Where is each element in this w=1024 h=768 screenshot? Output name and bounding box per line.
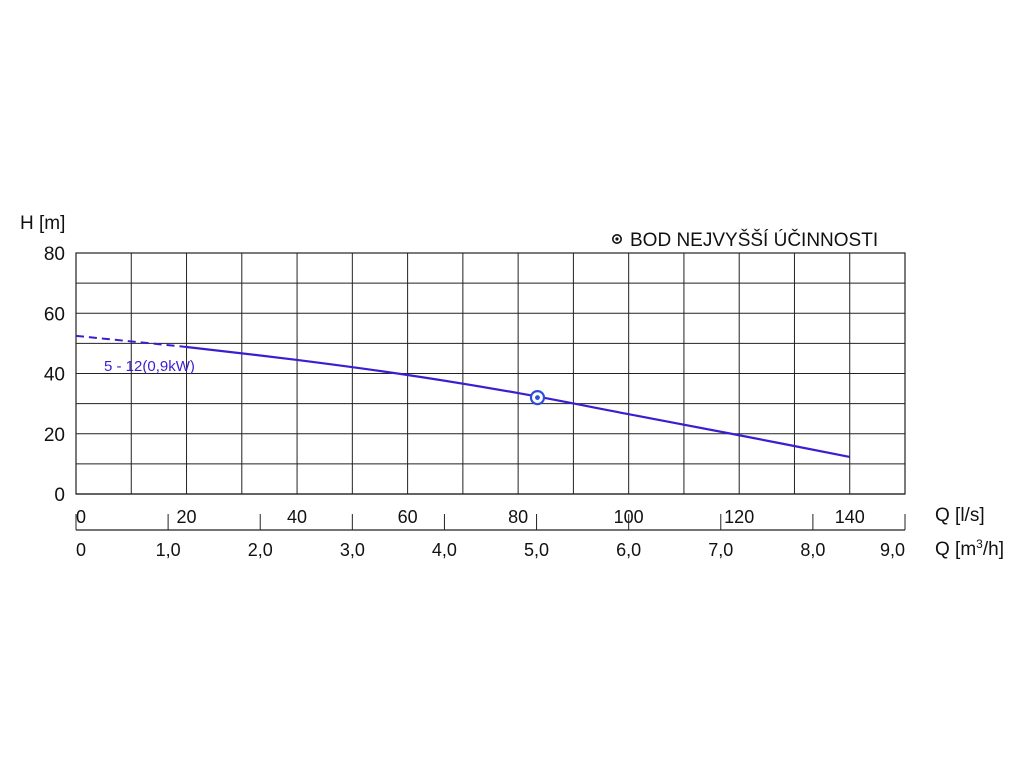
x2-tick-label: 8,0 (800, 540, 825, 560)
x2-tick-label: 7,0 (708, 540, 733, 560)
x-tick-label: 120 (724, 507, 754, 527)
best-efficiency-marker-dot (535, 395, 540, 400)
series-layer: 5 - 12(0,9kW) (75, 334, 850, 459)
x-axis-m3h: 0 1,0 2,0 3,0 4,0 5,0 6,0 7,0 8,0 9,0 (76, 529, 905, 560)
series-line-dashed (75, 334, 187, 348)
y-tick-label: 80 (44, 244, 65, 265)
grid (75, 252, 906, 495)
y-tick-label: 20 (44, 425, 65, 446)
x-tick-label: 60 (398, 507, 418, 527)
x2-tick-label: 0 (76, 540, 86, 560)
x2-tick-label: 4,0 (432, 540, 457, 560)
y-axis-ticks: 0 20 40 60 80 (44, 244, 65, 506)
legend: BOD NEJVYŠŠÍ ÚČINNOSTI (611, 229, 878, 251)
legend-marker-icon (611, 234, 622, 245)
series-label: 5 - 12(0,9kW) (104, 358, 195, 375)
x-tick-label: 80 (508, 507, 528, 527)
y-axis-label: H [m] (20, 213, 65, 234)
x2-tick-label: 9,0 (880, 540, 905, 560)
x2-tick-label: 3,0 (340, 540, 365, 560)
x2-tick-label: 6,0 (616, 540, 641, 560)
x-tick-label: 140 (835, 507, 865, 527)
legend-marker-dot (615, 237, 619, 241)
x-axis-ls: 0 20 40 60 80 100 120 140 (75, 493, 906, 530)
x-tick-label: 20 (177, 507, 197, 527)
x-tick-label: 40 (287, 507, 307, 527)
x-axis-label: Q [l/s] (935, 505, 985, 526)
y-tick-label: 40 (44, 365, 65, 386)
x-tick-label: 0 (76, 507, 86, 527)
y-tick-label: 0 (54, 485, 65, 506)
x2-axis-label: Q [m3/h] (935, 537, 1004, 560)
y-tick-label: 60 (44, 304, 65, 325)
x2-tick-label: 2,0 (248, 540, 273, 560)
x2-tick-label: 5,0 (524, 540, 549, 560)
x2-tick-label: 1,0 (156, 540, 181, 560)
legend-label: BOD NEJVYŠŠÍ ÚČINNOSTI (630, 229, 878, 251)
series-line (186, 345, 850, 459)
